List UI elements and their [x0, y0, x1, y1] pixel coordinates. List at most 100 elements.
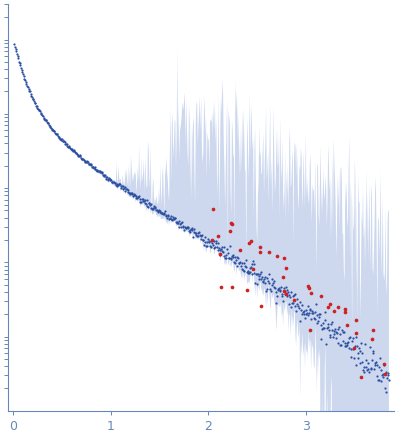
- Point: [262, 279, 269, 286]
- Point: [156, 208, 163, 215]
- Point: [90, 164, 97, 171]
- Point: [25, 86, 32, 93]
- Point: [302, 306, 309, 313]
- Point: [98, 169, 105, 176]
- Point: [281, 288, 287, 295]
- Point: [213, 238, 219, 245]
- Point: [195, 230, 201, 237]
- Point: [224, 246, 230, 253]
- Point: [78, 154, 84, 161]
- Point: [45, 119, 51, 126]
- Point: [351, 344, 357, 351]
- Point: [210, 241, 216, 248]
- Point: [106, 175, 112, 182]
- Point: [222, 252, 229, 259]
- Point: [184, 224, 190, 231]
- Point: [218, 246, 224, 253]
- Point: [111, 179, 117, 186]
- Point: [141, 198, 147, 205]
- Point: [204, 238, 211, 245]
- Point: [248, 264, 254, 271]
- Point: [283, 286, 290, 293]
- Point: [350, 345, 357, 352]
- Point: [70, 147, 77, 154]
- Point: [341, 329, 347, 336]
- Point: [342, 308, 349, 315]
- Point: [51, 128, 57, 135]
- Point: [349, 334, 356, 341]
- Point: [265, 278, 271, 285]
- Point: [313, 300, 319, 307]
- Point: [201, 242, 207, 249]
- Point: [295, 302, 301, 309]
- Point: [259, 277, 266, 284]
- Point: [276, 284, 282, 291]
- Point: [129, 189, 135, 196]
- Point: [221, 253, 228, 260]
- Point: [175, 219, 181, 226]
- Point: [293, 307, 299, 314]
- Point: [150, 206, 156, 213]
- Point: [233, 257, 239, 264]
- Point: [53, 131, 59, 138]
- Point: [100, 171, 106, 178]
- Point: [273, 299, 279, 306]
- Point: [208, 244, 214, 251]
- Point: [172, 215, 178, 222]
- Point: [88, 162, 94, 169]
- Point: [269, 281, 275, 288]
- Point: [199, 236, 206, 243]
- Point: [275, 286, 281, 293]
- Point: [231, 258, 237, 265]
- Point: [296, 304, 302, 311]
- Point: [133, 194, 139, 201]
- Point: [258, 302, 264, 309]
- Point: [143, 203, 150, 210]
- Point: [227, 227, 233, 234]
- Point: [56, 134, 62, 141]
- Point: [347, 346, 354, 353]
- Point: [179, 219, 185, 226]
- Point: [226, 254, 232, 261]
- Point: [385, 370, 392, 377]
- Point: [324, 321, 331, 328]
- Point: [377, 354, 383, 361]
- Point: [203, 242, 210, 249]
- Point: [14, 52, 21, 59]
- Point: [13, 47, 20, 54]
- Point: [192, 230, 198, 237]
- Point: [184, 225, 191, 232]
- Point: [61, 138, 67, 145]
- Point: [157, 207, 164, 214]
- Point: [219, 244, 225, 251]
- Point: [21, 73, 27, 80]
- Point: [181, 226, 187, 233]
- Point: [283, 283, 289, 290]
- Point: [319, 325, 325, 332]
- Point: [270, 278, 277, 285]
- Point: [46, 121, 52, 128]
- Point: [363, 357, 369, 364]
- Point: [105, 176, 111, 183]
- Point: [49, 125, 55, 132]
- Point: [131, 191, 137, 198]
- Point: [306, 309, 312, 316]
- Point: [225, 254, 232, 261]
- Point: [107, 175, 113, 182]
- Point: [194, 232, 200, 239]
- Point: [235, 255, 241, 262]
- Point: [342, 305, 348, 312]
- Point: [247, 264, 254, 271]
- Point: [332, 329, 339, 336]
- Point: [382, 389, 389, 396]
- Point: [141, 199, 148, 206]
- Point: [274, 292, 280, 299]
- Point: [158, 209, 164, 216]
- Point: [215, 246, 221, 253]
- Point: [290, 299, 297, 306]
- Point: [142, 197, 148, 204]
- Point: [202, 238, 209, 245]
- Point: [370, 349, 377, 356]
- Point: [305, 282, 311, 289]
- Point: [322, 316, 328, 323]
